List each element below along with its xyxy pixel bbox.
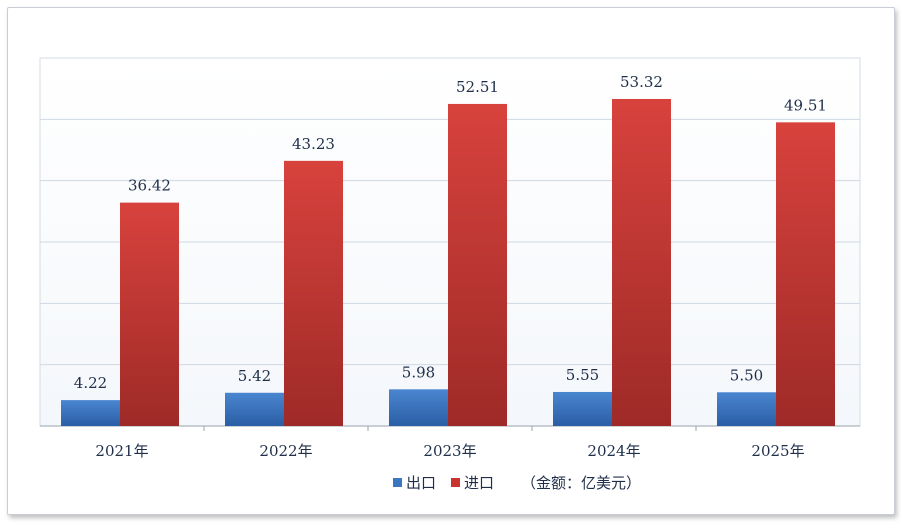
data-label: 43.23: [292, 135, 335, 153]
x-tick-label: 2021年: [95, 442, 148, 460]
bar-import: [284, 160, 343, 426]
bar-import: [120, 202, 179, 426]
data-label: 49.51: [784, 96, 827, 114]
data-label: 5.50: [730, 366, 763, 384]
legend-label: 出口: [406, 474, 436, 492]
x-tick-label: 2023年: [423, 442, 476, 460]
data-label: 4.22: [74, 374, 107, 392]
data-label: 5.55: [566, 366, 599, 384]
data-label: 5.98: [402, 363, 435, 381]
legend-swatch: [393, 478, 402, 487]
bar-export: [61, 400, 120, 426]
data-label: 5.42: [238, 367, 271, 385]
x-tick-label: 2022年: [259, 442, 312, 460]
legend: 出口 进口 （金额：亿美元）: [393, 474, 641, 492]
bar-import: [612, 98, 671, 426]
bar-export: [225, 392, 284, 426]
unit-note: （金额：亿美元）: [521, 474, 641, 492]
data-label: 53.32: [620, 73, 663, 91]
bar-export: [553, 391, 612, 426]
bar-import: [448, 103, 507, 427]
data-label: 36.42: [128, 177, 171, 195]
bar-import: [776, 122, 835, 426]
bar-export: [717, 392, 776, 426]
data-label: 52.51: [456, 78, 499, 96]
legend-swatch: [451, 478, 460, 487]
x-tick-label: 2024年: [587, 442, 640, 460]
legend-label: 进口: [464, 474, 494, 492]
x-tick-label: 2025年: [751, 442, 804, 460]
bar-export: [389, 389, 448, 426]
